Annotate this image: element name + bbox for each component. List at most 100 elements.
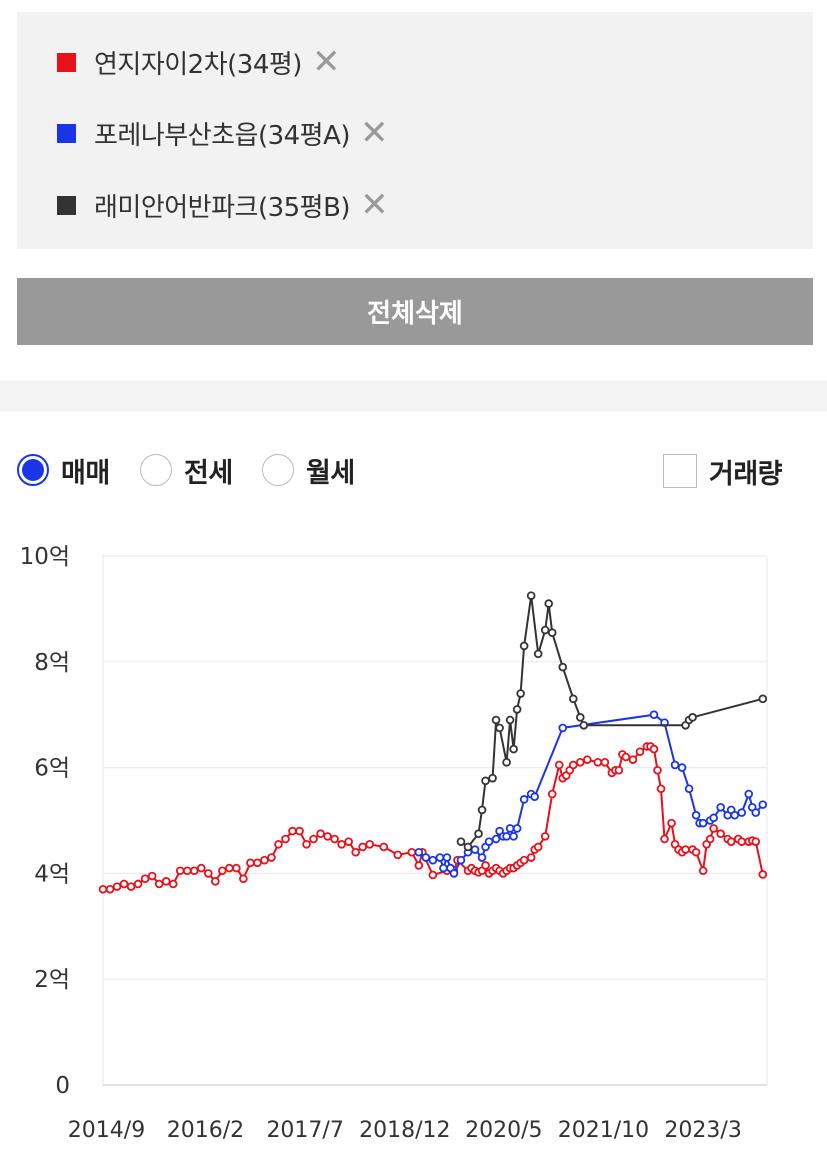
data-point	[544, 599, 554, 608]
x-tick-label: 2016/2	[167, 1118, 244, 1143]
data-point	[519, 855, 529, 865]
data-point	[281, 834, 290, 844]
data-point	[635, 747, 645, 757]
data-point	[705, 834, 715, 844]
x-tick-label: 2020/5	[465, 1118, 542, 1143]
data-point	[484, 837, 494, 846]
close-icon[interactable]: ✕	[311, 42, 341, 82]
data-point	[751, 837, 761, 846]
data-point	[505, 715, 515, 725]
volume-toggle[interactable]: 거래량	[663, 452, 783, 490]
data-point	[189, 866, 199, 876]
radio-icon[interactable]	[262, 454, 294, 486]
data-point	[491, 834, 501, 844]
data-point	[568, 694, 578, 704]
data-point	[698, 866, 708, 876]
data-point	[600, 758, 610, 767]
data-point	[488, 773, 497, 783]
volume-label: 거래량	[709, 458, 783, 490]
data-point	[196, 863, 206, 873]
data-point	[218, 866, 227, 876]
data-point	[435, 853, 445, 862]
data-point	[393, 850, 403, 860]
data-point	[470, 845, 480, 854]
data-point	[309, 834, 318, 844]
data-point	[575, 713, 585, 722]
data-point	[147, 871, 157, 881]
data-point	[526, 853, 536, 862]
data-point	[456, 855, 466, 865]
data-point	[667, 818, 676, 828]
radio-icon[interactable]	[140, 454, 172, 486]
data-point	[344, 837, 353, 846]
tab-jeonse[interactable]: 전세	[140, 450, 233, 490]
data-point	[512, 705, 522, 714]
data-point	[428, 855, 438, 865]
data-point	[365, 840, 375, 849]
radio-icon[interactable]	[17, 454, 49, 486]
data-point	[505, 824, 515, 833]
legend-panel: 연지자이2차(34평) ✕ 포레나부산초읍(34평A) ✕ 래미안어반파크(35…	[17, 12, 813, 249]
x-tick-label: 2021/10	[558, 1118, 649, 1143]
data-point	[225, 863, 234, 873]
data-point	[428, 870, 438, 880]
data-point	[161, 877, 171, 886]
data-point	[554, 760, 564, 770]
x-tick-label: 2023/3	[664, 1118, 741, 1143]
data-point	[628, 755, 638, 764]
data-point	[649, 710, 659, 720]
tab-label: 매매	[61, 457, 110, 489]
data-point	[323, 832, 332, 841]
tab-monthly-rent[interactable]: 월세	[262, 450, 355, 490]
data-point	[509, 744, 518, 754]
data-point	[407, 847, 417, 857]
data-point	[253, 858, 262, 868]
data-point	[533, 649, 543, 659]
tab-sale[interactable]: 매매	[17, 450, 110, 490]
data-point	[547, 789, 557, 799]
legend-label: 포레나부산초읍(34평A)	[94, 120, 351, 151]
data-point	[656, 784, 666, 794]
data-point	[751, 808, 761, 817]
data-point	[758, 694, 768, 704]
data-point	[691, 847, 701, 857]
data-point	[716, 829, 725, 839]
close-icon[interactable]: ✕	[360, 185, 389, 225]
data-point	[211, 877, 220, 886]
data-point	[621, 752, 631, 762]
data-point	[119, 879, 129, 889]
data-point	[737, 808, 747, 817]
checkbox-icon[interactable]	[663, 454, 697, 488]
data-point	[175, 866, 185, 876]
data-point	[154, 879, 164, 889]
data-point	[126, 882, 136, 891]
data-point	[442, 853, 452, 862]
data-point	[302, 840, 311, 849]
y-tick-label: 6억	[34, 756, 70, 782]
data-point	[481, 776, 490, 786]
clear-all-button[interactable]: 전체삭제	[17, 278, 813, 345]
data-point	[105, 884, 115, 894]
data-point	[540, 832, 550, 841]
data-point	[477, 853, 487, 862]
data-point	[449, 869, 459, 878]
x-tick-label: 2017/7	[266, 1118, 343, 1143]
data-point	[168, 879, 178, 889]
data-point	[758, 870, 768, 879]
data-point	[726, 837, 736, 846]
legend-swatch	[57, 52, 76, 72]
data-point	[519, 641, 529, 651]
tab-label: 전세	[184, 457, 233, 489]
data-point	[182, 866, 192, 876]
data-point	[414, 847, 424, 857]
section-divider	[0, 381, 827, 411]
data-point	[716, 802, 725, 812]
legend-item: 포레나부산초읍(34평A) ✕	[57, 113, 389, 153]
data-point	[558, 723, 568, 733]
tab-label: 월세	[306, 457, 355, 489]
close-icon[interactable]: ✕	[360, 113, 389, 153]
price-line-chart: 0 2억 4억 6억 8억 10억 2014/9 2016/2 2017/7 2018/12 202…	[20, 544, 768, 1143]
data-point	[653, 765, 662, 775]
data-point	[688, 713, 697, 722]
legend-label: 래미안어반파크(35평B)	[94, 192, 351, 223]
